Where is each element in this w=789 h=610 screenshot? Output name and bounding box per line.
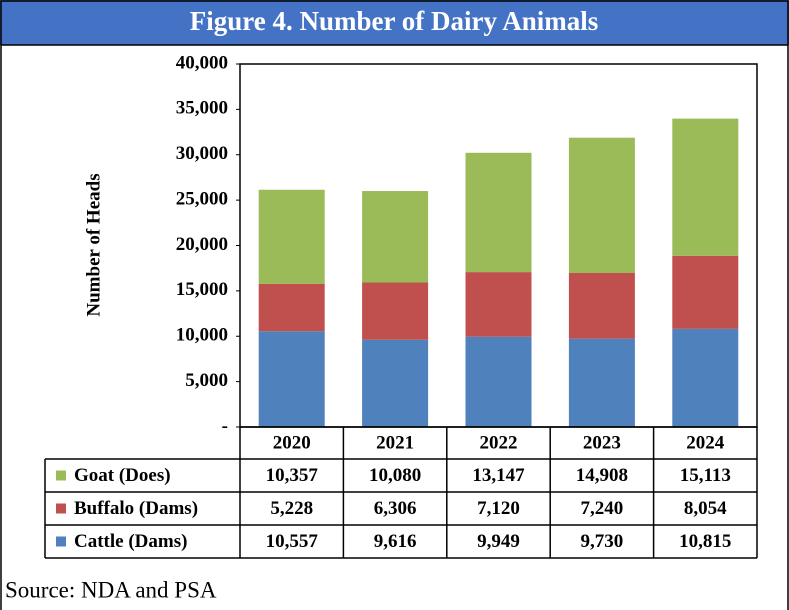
bar <box>465 152 532 273</box>
table-cell: 9,730 <box>581 531 624 552</box>
table-cell: 7,120 <box>477 498 520 519</box>
table-cell: 13,147 <box>472 465 525 486</box>
bar <box>568 338 635 427</box>
table-cell: 9,616 <box>374 531 417 552</box>
table-cell: 10,357 <box>266 465 319 486</box>
x-tick-label: 2024 <box>686 432 725 453</box>
y-tick-label: 10,000 <box>176 325 228 346</box>
legend-swatch <box>56 470 66 481</box>
x-tick-label: 2020 <box>273 432 311 453</box>
table-cell: 5,228 <box>270 498 313 519</box>
table-cell: 14,908 <box>576 465 628 486</box>
bar <box>258 189 325 284</box>
table-cell: 10,557 <box>266 531 319 552</box>
bar <box>568 272 635 339</box>
y-axis-label: Number of Heads <box>83 173 104 316</box>
table-cell: 10,080 <box>369 465 421 486</box>
table-cell: 9,949 <box>477 531 520 552</box>
bar <box>568 137 635 273</box>
y-tick-label: 30,000 <box>176 143 228 164</box>
chart-title: Figure 4. Number of Dairy Animals <box>190 6 599 36</box>
y-tick-label: 5,000 <box>185 370 228 391</box>
legend-swatch <box>56 536 66 547</box>
bar <box>362 191 429 283</box>
bar <box>362 339 429 427</box>
legend-label: Buffalo (Dams) <box>74 498 198 519</box>
bar <box>258 331 325 427</box>
table-cell: 10,815 <box>679 531 731 552</box>
bar <box>672 118 739 256</box>
y-tick-label: 40,000 <box>176 52 228 73</box>
table-cell: 6,306 <box>374 498 417 519</box>
source: Source: NDA and PSA <box>5 577 217 602</box>
x-tick-label: 2023 <box>583 432 621 453</box>
bar <box>672 328 739 427</box>
bar <box>258 283 325 332</box>
bar <box>465 336 532 427</box>
legend-label: Goat (Does) <box>74 465 171 486</box>
table-cell: 15,113 <box>680 465 731 486</box>
title-bar <box>0 0 789 45</box>
bar <box>465 272 532 337</box>
bar <box>362 282 429 340</box>
y-tick-label: 15,000 <box>176 279 228 300</box>
y-tick-label: - <box>222 415 228 436</box>
x-tick-label: 2021 <box>376 432 414 453</box>
legend-swatch <box>56 503 66 514</box>
bar <box>672 255 739 329</box>
table-cell: 7,240 <box>581 498 624 519</box>
legend-label: Cattle (Dams) <box>74 531 187 552</box>
y-tick-label: 35,000 <box>176 98 228 119</box>
y-tick-label: 25,000 <box>176 188 228 209</box>
y-tick-label: 20,000 <box>176 234 228 255</box>
table-cell: 8,054 <box>684 498 727 519</box>
x-tick-label: 2022 <box>480 432 518 453</box>
